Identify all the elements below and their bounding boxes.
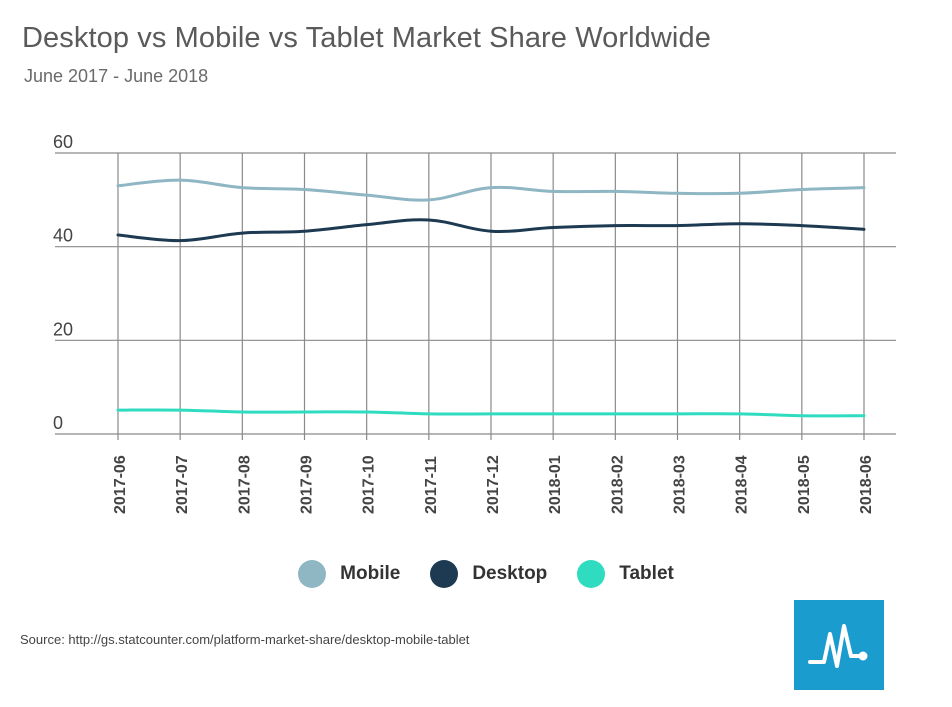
chart-subtitle: June 2017 - June 2018 (24, 66, 209, 86)
legend-item-tablet[interactable]: Tablet (577, 560, 674, 588)
statcounter-logo (794, 600, 884, 690)
series-line-mobile (116, 178, 866, 202)
x-tick-label-2018-02: 2018-02 (609, 455, 626, 514)
x-tick-label-2018-06: 2018-06 (858, 455, 875, 514)
x-tick-label-2018-05: 2018-05 (796, 455, 813, 514)
source-note: Source: http://gs.statcounter.com/platfo… (20, 632, 470, 647)
x-tick-label-2017-06: 2017-06 (112, 455, 129, 514)
x-tick-label-2017-07: 2017-07 (174, 455, 191, 514)
x-tick-label-2017-10: 2017-10 (361, 455, 378, 514)
x-tick-label-2017-08: 2017-08 (236, 455, 253, 514)
x-tick-label-2017-09: 2017-09 (299, 455, 316, 514)
x-tick-label-2017-11: 2017-11 (423, 456, 440, 514)
y-tick-label-20: 20 (53, 319, 73, 339)
series-line-tablet (116, 408, 866, 418)
legend-label-desktop: Desktop (472, 563, 548, 584)
legend-swatch-tablet (577, 560, 606, 588)
legend-item-desktop[interactable]: Desktop (430, 560, 547, 588)
pulse-line-icon (794, 600, 884, 690)
legend-swatch-desktop (430, 560, 459, 588)
x-tick-label-2018-04: 2018-04 (734, 455, 751, 514)
legend-swatch-mobile (298, 560, 327, 588)
x-tick-label-2017-12: 2017-12 (485, 455, 502, 514)
y-tick-label-0: 0 (53, 413, 63, 433)
chart-title: Desktop vs Mobile vs Tablet Market Share… (22, 22, 711, 54)
legend-item-mobile[interactable]: Mobile (298, 560, 400, 588)
line-chart: 0 20 40 60 2017-06 2017-07 2017-08 2017-09 2017-… (53, 132, 896, 514)
legend-label-tablet: Tablet (619, 563, 674, 584)
x-tick-label-2018-01: 2018-01 (547, 455, 564, 514)
y-tick-label-60: 60 (53, 132, 73, 152)
legend-label-mobile: Mobile (340, 563, 401, 584)
y-tick-label-40: 40 (53, 226, 73, 246)
series-line-desktop (116, 218, 866, 243)
x-tick-label-2018-03: 2018-03 (672, 455, 689, 514)
chart-legend: Mobile Desktop Tablet (0, 557, 952, 591)
